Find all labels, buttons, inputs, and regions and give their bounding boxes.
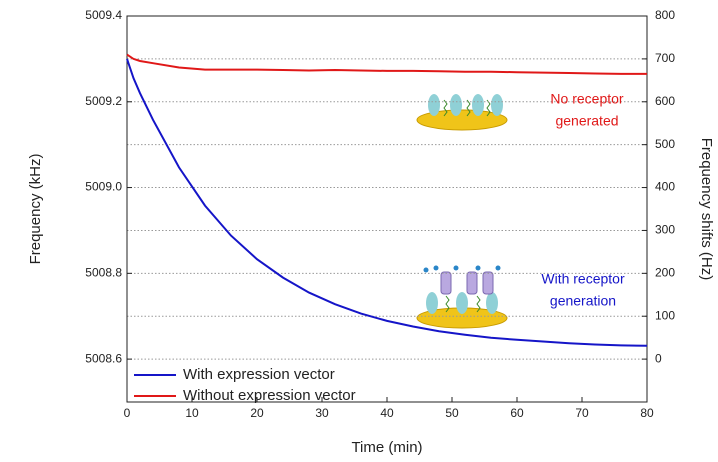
y2-tick-label: 0 [655, 351, 662, 365]
y-tick-label: 5008.6 [85, 351, 122, 365]
y2-tick-label: 100 [655, 308, 675, 322]
illustration-receptor [416, 265, 508, 329]
annotation: generation [550, 293, 616, 309]
y2-tick-label: 700 [655, 51, 675, 65]
y2-tick-label: 600 [655, 94, 675, 108]
x-axis-title: Time (min) [351, 439, 422, 456]
x-tick-label: 20 [250, 406, 264, 420]
y2-tick-label: 400 [655, 180, 675, 194]
data-line [126, 53, 647, 75]
annotation: generated [555, 113, 618, 129]
y2-axis-title: Frequency shifts (Hz) [698, 138, 715, 281]
y-tick-label: 5009.4 [85, 8, 122, 22]
x-tick-label: 80 [640, 406, 654, 420]
y2-tick-label: 800 [655, 8, 675, 22]
x-tick-label: 0 [124, 406, 131, 420]
y2-tick-label: 200 [655, 266, 675, 280]
legend-label: Without expression vector [183, 387, 356, 404]
y-tick-label: 5008.8 [85, 266, 122, 280]
y2-tick-label: 300 [655, 223, 675, 237]
annotation: With receptor [541, 271, 625, 287]
y-tick-label: 5009.2 [85, 94, 122, 108]
x-tick-label: 60 [510, 406, 524, 420]
illustration-no-receptor [416, 94, 508, 131]
y-axis-title: Frequency (kHz) [27, 154, 44, 265]
x-tick-label: 50 [445, 406, 459, 420]
x-tick-label: 10 [185, 406, 199, 420]
legend-label: With expression vector [183, 366, 335, 383]
annotation: No receptor [550, 91, 623, 107]
data-line [126, 58, 648, 347]
y2-tick-label: 500 [655, 137, 675, 151]
x-tick-label: 40 [380, 406, 394, 420]
x-tick-label: 30 [315, 406, 329, 420]
x-tick-label: 70 [575, 406, 589, 420]
y-tick-label: 5009.0 [85, 180, 122, 194]
plot-frame [126, 15, 648, 403]
